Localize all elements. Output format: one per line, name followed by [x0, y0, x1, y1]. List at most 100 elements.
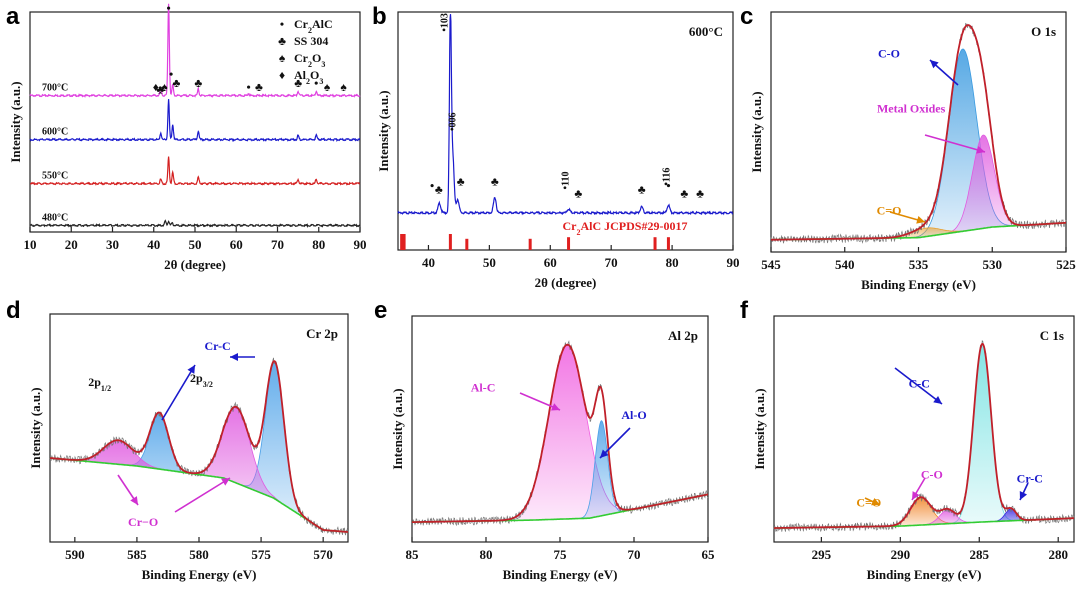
arrow-head: [916, 215, 925, 224]
peak-label-main: C-O: [878, 46, 900, 60]
x-tick-label: 60: [230, 237, 243, 252]
x-tick-label: 85: [406, 547, 420, 562]
x-tick-label: 285: [970, 547, 990, 562]
panel-title: C 1s: [1040, 328, 1064, 343]
peak-marker: ♦: [153, 80, 159, 94]
peak-marker: •: [430, 178, 434, 192]
arrow-shaft: [894, 367, 943, 405]
series-line: [29, 219, 361, 229]
peak-index-label: •116: [662, 168, 673, 186]
peak-label: Cr−O: [128, 515, 158, 529]
panel-label: c: [740, 3, 753, 30]
peak-marker: ♣: [156, 82, 164, 96]
annotation-arrow: [1019, 482, 1029, 501]
y-axis-label: Intensity (a.u.): [749, 91, 764, 172]
background-line: [49, 457, 348, 533]
x-tick-label: 60: [544, 255, 557, 270]
x-tick-label: 570: [313, 547, 333, 562]
peak-label-main: 2p: [190, 371, 203, 385]
peak-label: C-O: [921, 468, 943, 482]
reference-label-part: Cr: [562, 219, 577, 233]
panel-label: d: [6, 297, 21, 324]
plot-frame: [49, 313, 349, 543]
x-tick-label: 70: [605, 255, 618, 270]
peak-label: Al-C: [471, 380, 496, 394]
envelope-line: [771, 24, 1066, 241]
legend-label-sub: 3: [319, 77, 323, 86]
annotation-arrow: [929, 59, 959, 86]
reference-bar: [400, 234, 404, 250]
peak-marker: ♣: [255, 80, 263, 94]
x-tick-label: 70: [271, 237, 284, 252]
peak-label-main: 2p: [88, 375, 101, 389]
reference-bar: [666, 237, 670, 250]
envelope-line: [774, 343, 1074, 529]
series-label: 700°C: [42, 83, 68, 94]
plot-frame: [770, 11, 1067, 253]
peak-marker: •: [169, 67, 173, 81]
series-label: 480°C: [42, 212, 68, 223]
x-axis-label: 2θ (degree): [535, 275, 597, 290]
peak-marker: ♣: [491, 175, 499, 189]
x-tick-label: 525: [1056, 257, 1076, 272]
plot-frame: [773, 315, 1075, 543]
peak-index-label: •006: [447, 113, 458, 132]
x-tick-label: 580: [189, 547, 209, 562]
reference-bar: [402, 234, 406, 250]
x-tick-label: 80: [480, 547, 493, 562]
peak-marker: ♣: [680, 186, 688, 200]
y-axis-label: Intensity (a.u.): [390, 388, 405, 469]
x-tick-label: 30: [106, 237, 119, 252]
peak-label-main: C-O: [921, 468, 943, 482]
peak-index-label: •103: [439, 13, 450, 32]
arrow-head: [230, 353, 238, 361]
x-tick-label: 80: [666, 255, 679, 270]
peak-label-main: Metal Oxides: [877, 102, 946, 116]
annotation-arrow: [911, 477, 926, 501]
annotation-arrow: [230, 353, 255, 361]
envelope-line: [412, 343, 709, 523]
peak-marker: ♣: [173, 76, 181, 90]
peak-label: Cr-C: [1017, 472, 1043, 486]
peak-label-main: Cr-C: [1017, 472, 1043, 486]
peak-marker: ♣: [638, 182, 646, 196]
reference-bar: [653, 237, 657, 250]
x-axis-label: Binding Energy (eV): [861, 277, 976, 292]
peak-marker: •: [666, 178, 670, 192]
legend-symbol: ♣: [278, 34, 286, 48]
legend-label: Cr2O3: [294, 51, 325, 69]
arrow-head: [187, 365, 195, 374]
y-axis-label: Intensity (a.u.): [28, 387, 43, 468]
annotation-arrow: [161, 364, 196, 421]
peak-marker: ♣: [294, 76, 302, 90]
peak-marker: •: [314, 76, 318, 90]
x-axis-label: Binding Energy (eV): [867, 567, 982, 582]
annotation-arrow: [924, 134, 986, 154]
legend-label-main: Cr: [294, 17, 309, 31]
y-axis-label: Intensity (a.u.): [8, 81, 23, 162]
series-line: [29, 3, 361, 98]
panel-title: 600°C: [689, 24, 723, 39]
peak-label-main: Cr-C: [205, 339, 231, 353]
arrow-head: [1019, 491, 1028, 500]
peak-marker: ♣: [457, 175, 465, 189]
panel-title: Al 2p: [668, 328, 698, 343]
peak-label-sub: 1/2: [101, 384, 111, 393]
component-peak: [49, 439, 348, 533]
reference-label: Cr2AlC JCPDS#29-0017: [562, 219, 687, 237]
annotation-arrow: [117, 474, 139, 506]
series-line: [397, 14, 734, 216]
peak-marker: ♣: [435, 182, 443, 196]
arrow-shaft: [924, 134, 986, 153]
peak-label-sub: 3/2: [203, 380, 213, 389]
reference-label-part: 2: [576, 228, 580, 237]
peak-marker: •: [166, 1, 170, 15]
peak-label: Metal Oxides: [877, 102, 946, 116]
x-tick-label: 70: [628, 547, 641, 562]
arrow-head: [130, 496, 138, 505]
panel-label: f: [740, 297, 749, 324]
x-tick-label: 535: [909, 257, 929, 272]
annotation-arrow: [519, 392, 561, 411]
series-label: 600°C: [42, 127, 68, 138]
peak-label: 2p1/2: [88, 375, 111, 393]
